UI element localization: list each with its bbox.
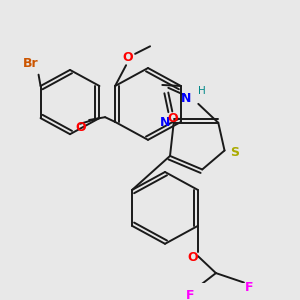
Text: Br: Br [23, 57, 38, 70]
Text: N: N [181, 92, 191, 105]
Text: O: O [188, 251, 198, 265]
Text: F: F [245, 281, 253, 294]
Text: O: O [123, 51, 134, 64]
Text: O: O [76, 121, 86, 134]
Text: N: N [160, 116, 170, 129]
Text: S: S [230, 146, 239, 159]
Text: H: H [198, 85, 206, 96]
Text: F: F [186, 289, 194, 300]
Text: O: O [167, 112, 178, 125]
